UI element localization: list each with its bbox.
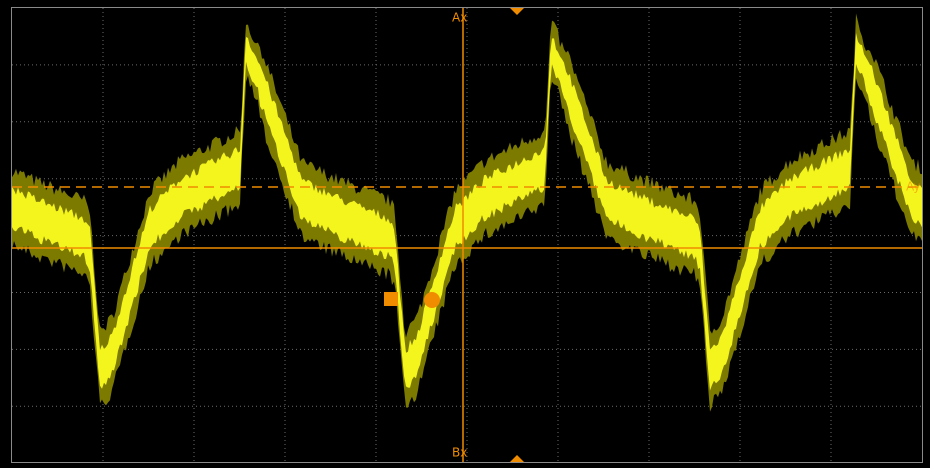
page: {"cursors": {"ax": "Ax", "bx": "Bx", "ay… [0, 0, 930, 468]
cursor-ay-label: Ay [906, 180, 921, 194]
cursor-ax-label: Ax [452, 11, 467, 25]
cursor-bx-label: Bx [452, 446, 467, 460]
oscilloscope-screen: Ax Bx Ay [0, 0, 930, 468]
marker-circle [424, 292, 440, 308]
marker-square [384, 292, 398, 306]
